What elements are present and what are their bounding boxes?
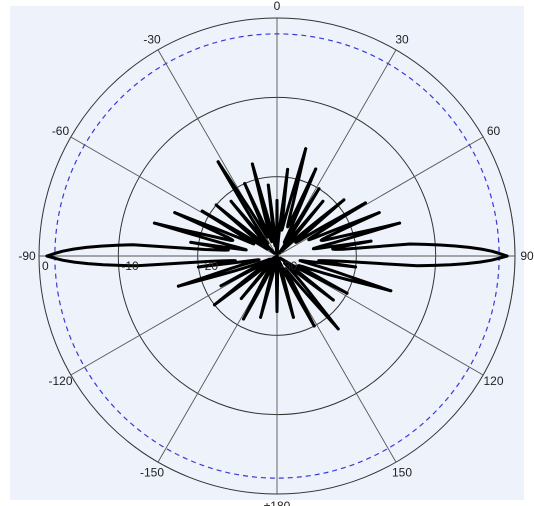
pattern-point bbox=[241, 317, 245, 321]
angle-tick-label: 90 bbox=[520, 249, 534, 263]
pattern-point bbox=[214, 203, 218, 207]
pattern-point bbox=[152, 221, 156, 225]
pattern-point bbox=[243, 182, 247, 186]
pattern-point bbox=[229, 199, 233, 203]
pattern-point bbox=[286, 167, 290, 171]
angle-tick-label: 30 bbox=[395, 32, 409, 46]
angle-tick-label: ±180 bbox=[264, 499, 291, 506]
pattern-point bbox=[275, 198, 279, 202]
pattern-point bbox=[304, 147, 308, 151]
pattern-point bbox=[266, 183, 270, 187]
radiation-pattern bbox=[45, 147, 509, 331]
pattern-point bbox=[216, 160, 220, 164]
pattern-point bbox=[275, 310, 279, 314]
pattern-point bbox=[196, 265, 200, 269]
pattern-point bbox=[317, 187, 321, 191]
pattern-point bbox=[331, 298, 335, 302]
angle-tick-label: 0 bbox=[274, 0, 281, 13]
angle-tick-label: -90 bbox=[18, 249, 36, 263]
radial-tick-label: -30 bbox=[280, 259, 298, 273]
pattern-point bbox=[291, 315, 295, 319]
angle-tick-label: -150 bbox=[140, 466, 164, 480]
pattern-point bbox=[200, 209, 204, 213]
pattern-point bbox=[398, 221, 402, 225]
pattern-point bbox=[176, 284, 180, 288]
angle-tick-label: 120 bbox=[483, 374, 503, 388]
pattern-point bbox=[345, 291, 349, 295]
pattern-point bbox=[250, 162, 254, 166]
pattern-line bbox=[45, 147, 509, 331]
pattern-point bbox=[173, 211, 177, 215]
angle-tick-label: -60 bbox=[52, 124, 70, 138]
pattern-point bbox=[259, 315, 263, 319]
radial-tick-label: -20 bbox=[201, 259, 219, 273]
pattern-point bbox=[354, 265, 358, 269]
angle-tick-label: 60 bbox=[487, 124, 501, 138]
pattern-point bbox=[369, 239, 373, 243]
pattern-point bbox=[505, 254, 509, 258]
angle-tick-label: -120 bbox=[48, 374, 72, 388]
pattern-point bbox=[312, 324, 316, 328]
angle-tick-label: -30 bbox=[143, 32, 161, 46]
pattern-point bbox=[189, 240, 193, 244]
pattern-point bbox=[377, 211, 381, 215]
radial-tick-label: 0 bbox=[42, 259, 49, 273]
plot-background bbox=[10, 6, 524, 500]
pattern-point bbox=[363, 201, 367, 205]
pattern-point bbox=[314, 167, 318, 171]
pattern-point bbox=[336, 327, 340, 331]
pattern-point bbox=[321, 199, 325, 203]
pattern-point bbox=[219, 284, 223, 288]
radial-tick-label: -10 bbox=[121, 259, 139, 273]
pattern-point bbox=[342, 198, 346, 202]
tick-labels: 0 30 60 90 120 150 ±180 -150 -120 -90 -60 -30 0 -10 -2… bbox=[18, 0, 534, 506]
pattern-point bbox=[389, 289, 393, 293]
pattern-point bbox=[45, 254, 49, 258]
pattern-point bbox=[212, 303, 216, 307]
pattern-point bbox=[239, 297, 243, 301]
angle-tick-label: 150 bbox=[392, 466, 412, 480]
